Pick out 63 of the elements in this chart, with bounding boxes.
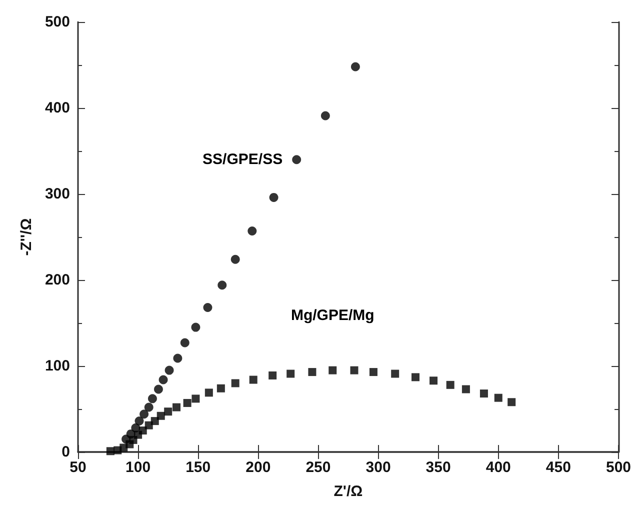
x-tick-label: 450: [546, 459, 571, 476]
x-axis-title: Z'/Ω: [334, 483, 363, 500]
point: [430, 376, 438, 385]
x-tick-label: 300: [366, 459, 391, 476]
point: [173, 354, 182, 363]
point: [412, 373, 420, 382]
point: [269, 192, 278, 202]
x-tick-label: 150: [186, 459, 211, 476]
point: [156, 412, 165, 420]
point: [292, 155, 302, 164]
point: [216, 384, 225, 392]
point: [218, 280, 227, 290]
x-tick-label: 250: [306, 459, 331, 476]
y-tick-label: 400: [44, 100, 70, 116]
point: [138, 426, 147, 434]
point: [150, 417, 159, 426]
y-tick-label: 500: [44, 14, 70, 30]
point: [164, 408, 172, 416]
point: [191, 322, 200, 332]
text: Mg/GPE/Mg: [290, 306, 374, 324]
x-tick-label: 400: [486, 459, 511, 476]
point: [446, 380, 454, 389]
point: [249, 376, 258, 384]
y-tick-label: 200: [44, 272, 70, 288]
point: [158, 375, 168, 384]
point: [230, 254, 240, 264]
point: [144, 402, 154, 412]
point: [308, 368, 316, 376]
point: [172, 403, 180, 412]
point: [180, 338, 190, 348]
point: [148, 394, 157, 404]
point: [286, 370, 295, 378]
y-tick-label: 300: [44, 186, 70, 202]
point: [204, 388, 213, 397]
x-tick-label: 200: [246, 459, 271, 476]
x-tick-label: 50: [70, 459, 86, 476]
point: [350, 366, 358, 374]
point: [391, 370, 400, 378]
point: [154, 384, 163, 394]
point: [140, 410, 149, 419]
x-tick-label: 350: [426, 459, 451, 476]
point: [248, 226, 257, 236]
y-tick-label: 0: [62, 444, 70, 460]
x-tick-label: 100: [126, 459, 151, 476]
point: [494, 394, 502, 402]
point: [231, 379, 240, 388]
y-tick-label: 100: [44, 358, 70, 374]
point: [328, 366, 337, 374]
point: [192, 394, 200, 403]
point: [134, 416, 144, 426]
point: [369, 368, 378, 376]
point: [183, 398, 192, 407]
series-label: SS/GPE/SS: [202, 151, 283, 168]
y-axis-title: -Z''/Ω: [18, 218, 35, 256]
x-tick-label: 500: [606, 459, 631, 476]
point: [203, 303, 212, 312]
point: [350, 62, 360, 72]
point: [462, 385, 470, 394]
point: [320, 111, 330, 120]
point: [508, 398, 516, 406]
point: [480, 390, 488, 398]
point: [268, 371, 277, 380]
point: [164, 366, 174, 375]
